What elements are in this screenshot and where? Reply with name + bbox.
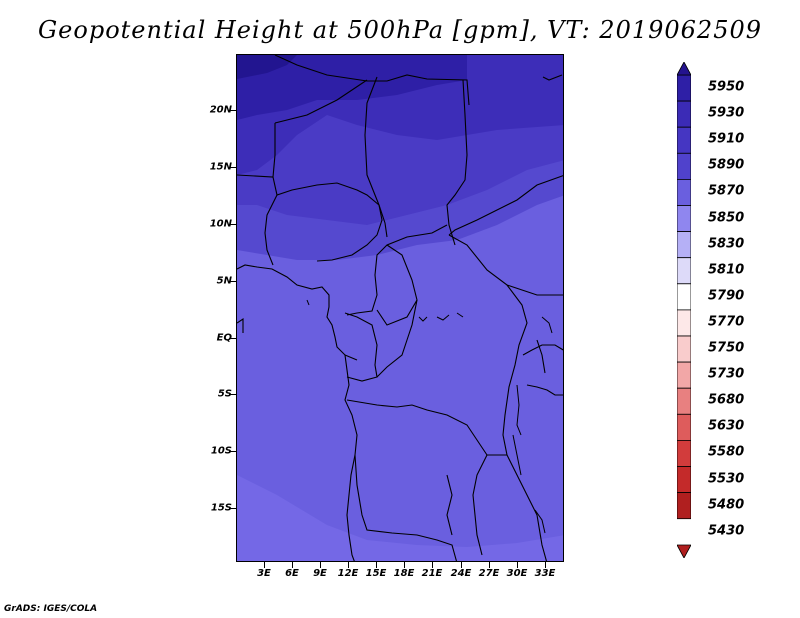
lat-tick xyxy=(229,451,236,452)
colorbar-cell xyxy=(677,387,691,415)
colorbar-cell xyxy=(677,74,691,102)
lat-tick xyxy=(229,338,236,339)
chart-title: Geopotential Height at 500hPa [gpm], VT:… xyxy=(38,16,762,44)
colorbar-label: 5910 xyxy=(708,131,745,147)
colorbar-label: 5790 xyxy=(708,288,745,304)
colorbar-cell xyxy=(677,231,691,259)
map-svg xyxy=(237,55,563,561)
lon-label: 6E xyxy=(285,568,299,579)
country-borders xyxy=(237,55,563,561)
colorbar-label: 5870 xyxy=(708,183,745,199)
field-5830-south xyxy=(237,475,563,561)
colorbar-label: 5430 xyxy=(708,523,745,539)
lon-tick xyxy=(292,562,293,568)
lat-label: 10N xyxy=(209,218,232,230)
lon-label: 30E xyxy=(506,568,528,579)
colorbar-cell xyxy=(677,179,691,206)
colorbar-cell xyxy=(677,492,691,520)
colorbar-label: 5750 xyxy=(708,340,745,356)
colorbar-label: 5930 xyxy=(708,105,745,121)
lat-tick xyxy=(229,110,236,111)
lon-tick xyxy=(545,562,546,568)
colorbar-top-arrow xyxy=(677,62,691,76)
lat-tick xyxy=(229,394,236,395)
lon-tick xyxy=(320,562,321,568)
colorbar-label: 5850 xyxy=(708,210,745,225)
lon-label: 9E xyxy=(313,568,327,579)
colorbar-label: 5480 xyxy=(708,497,745,513)
colorbar-bottom-arrow xyxy=(677,544,691,558)
lat-label: EQ xyxy=(216,332,232,344)
field-5950 xyxy=(237,55,297,79)
colorbar-cell xyxy=(677,283,691,311)
lon-tick xyxy=(348,562,349,568)
colorbar-cell xyxy=(677,205,691,233)
colorbar-cell xyxy=(677,466,691,494)
lon-tick xyxy=(376,562,377,568)
colorbar-cell xyxy=(677,439,691,467)
lon-tick xyxy=(517,562,518,568)
lon-label: 15E xyxy=(365,568,387,579)
lon-label: 33E xyxy=(534,568,556,579)
lon-tick xyxy=(489,562,490,568)
lon-label: 12E xyxy=(337,568,359,579)
lat-label: 20N xyxy=(209,104,232,116)
colorbar-cell xyxy=(677,152,691,180)
lat-label: 15N xyxy=(209,161,232,173)
lakes xyxy=(306,299,553,534)
colorbar-label: 5530 xyxy=(708,471,745,486)
colorbar-label: 5830 xyxy=(708,236,745,252)
colorbar-cell xyxy=(677,257,691,285)
colorbar-cell xyxy=(677,335,691,363)
lon-label: 3E xyxy=(257,568,271,579)
colorbar-label: 5680 xyxy=(708,392,745,408)
map-panel xyxy=(236,54,564,562)
lon-tick xyxy=(404,562,405,568)
colorbar-cell xyxy=(677,126,691,154)
lat-tick xyxy=(229,224,236,225)
colorbar-cell xyxy=(677,309,691,337)
lat-label: 15S xyxy=(210,502,232,514)
lon-label: 18E xyxy=(393,568,415,579)
colorbar-label: 5810 xyxy=(708,262,745,278)
colorbar-cell xyxy=(677,361,691,389)
lat-label: 10S xyxy=(210,445,232,457)
lon-tick xyxy=(461,562,462,568)
credit-text: GrADS: IGES/COLA xyxy=(4,604,98,614)
lon-label: 27E xyxy=(478,568,500,579)
colorbar-label: 5950 xyxy=(708,79,745,95)
colorbar-label: 5730 xyxy=(708,366,745,382)
lat-tick xyxy=(229,167,236,168)
lon-tick xyxy=(264,562,265,568)
colorbar-label: 5580 xyxy=(708,444,745,460)
lat-label: 5S xyxy=(217,388,232,400)
colorbar-cell xyxy=(677,413,691,441)
colorbar xyxy=(677,62,691,558)
lon-tick xyxy=(432,562,433,568)
lat-label: 5N xyxy=(216,275,232,287)
lat-tick xyxy=(229,508,236,509)
lon-label: 21E xyxy=(421,568,443,579)
colorbar-label: 5770 xyxy=(708,314,745,330)
colorbar-cells xyxy=(677,74,691,520)
lat-tick xyxy=(229,281,236,282)
field-5930 xyxy=(237,55,467,120)
colorbar-label: 5630 xyxy=(708,418,745,434)
lon-label: 24E xyxy=(450,568,472,579)
colorbar-cell xyxy=(677,100,691,128)
colorbar-label: 5890 xyxy=(708,157,745,173)
